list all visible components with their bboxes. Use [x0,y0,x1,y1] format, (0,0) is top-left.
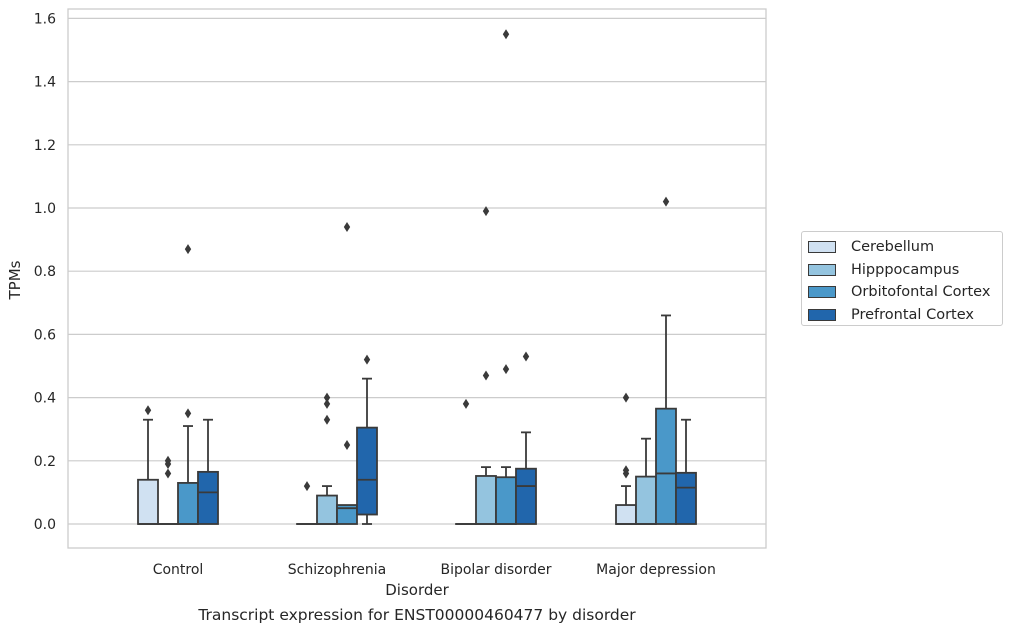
outlier-point [184,408,192,419]
box-prefrontal-cortex [515,351,537,525]
legend-item: Orbitofontal Cortex [808,281,1002,304]
iqr-box [197,470,219,525]
box-prefrontal-cortex [356,354,378,525]
x-tick-label: Control [153,562,204,578]
outlier-point [343,440,351,450]
y-tick-label: 0.2 [34,454,56,470]
box-cerebellum [615,392,637,525]
iqr-box [675,471,697,525]
outlier-point [303,481,311,492]
legend-swatch [808,286,836,299]
iqr-box [137,478,159,525]
x-axis-title: Disorder [385,581,449,599]
y-tick-label: 0.6 [34,327,56,343]
chart-caption: Transcript expression for ENST0000046047… [198,606,636,624]
y-tick-label: 0.4 [34,391,56,407]
box-orbitofontal-cortex [336,221,358,525]
box-orbitofontal-cortex [177,244,199,525]
box-prefrontal-cortex [197,418,219,525]
legend-label: Hipppocampus [851,261,960,278]
legend-swatch [808,308,836,321]
tick-labels: 0.0 0.2 0.4 0.6 0.8 1.0 1.2 1.4 1.6 Control Schizo… [34,11,716,578]
y-tick-label: 0.0 [34,517,56,533]
grid-lines [68,17,766,525]
iqr-box [495,476,517,525]
outlier-point [323,398,331,409]
outlier-point [343,221,351,232]
legend-item: Prefrontal Cortex [808,304,1002,327]
legend-label: Orbitofontal Cortex [851,284,991,301]
outlier-point [164,455,172,466]
outlier-point [164,468,172,479]
outlier-point [522,351,530,362]
box-hipppocampus [475,206,497,525]
boxes [137,29,697,525]
legend-swatch [808,263,836,276]
y-tick-label: 0.8 [34,264,56,280]
outlier-point [144,405,152,416]
legend-item: Cerebellum [808,236,1002,259]
iqr-box [475,475,497,525]
x-tick-label: Schizophrenia [288,562,386,578]
iqr-box [316,494,338,525]
x-tick-label: Bipolar disorder [440,562,551,578]
box-prefrontal-cortex [675,418,697,525]
outlier-point [323,414,331,425]
outlier-point [502,29,510,40]
box-cerebellum [296,481,318,525]
outlier-point [462,398,470,409]
legend-item: Hipppocampus [808,259,1002,282]
outlier-point [622,392,630,403]
box-orbitofontal-cortex [655,196,677,525]
outlier-point [184,244,192,255]
y-tick-label: 1.0 [34,201,56,217]
box-orbitofontal-cortex [495,29,517,525]
outlier-point [482,370,490,381]
outlier-point [622,465,630,476]
y-tick-label: 1.6 [34,11,56,27]
box-hipppocampus [635,437,657,525]
outlier-point [502,364,510,375]
iqr-box [515,467,537,525]
y-tick-label: 1.2 [34,138,56,154]
box-cerebellum [137,405,159,525]
outlier-point [363,354,371,365]
iqr-box [615,504,637,525]
iqr-box [655,407,677,525]
legend: Cerebellum Hipppocampus Orbitofontal Corte… [801,231,1003,326]
iqr-box [177,482,199,525]
plot-frame [67,8,767,549]
outlier-point [662,196,670,207]
legend-label: Prefrontal Cortex [851,306,974,323]
box-cerebellum [455,398,477,525]
x-tick-label: Major depression [596,562,716,578]
outlier-point [482,206,490,217]
iqr-box [635,475,657,525]
box-hipppocampus [157,455,179,525]
outlier-point [323,392,331,403]
y-tick-label: 1.4 [34,75,56,91]
legend-label: Cerebellum [851,239,935,256]
iqr-box [356,426,378,516]
box-hipppocampus [316,392,338,525]
legend-swatch [808,241,836,254]
y-axis-title: TPMs [6,260,24,300]
